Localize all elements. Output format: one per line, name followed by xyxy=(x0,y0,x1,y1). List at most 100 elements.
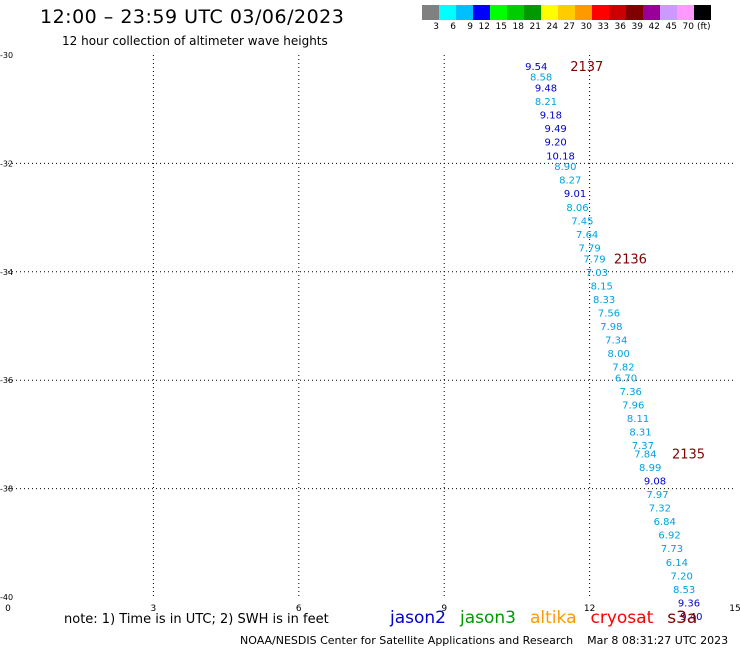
pass-annotations: 2137 2136 2135 xyxy=(570,60,705,463)
scale-label: 6 xyxy=(450,22,456,32)
x-tick-label: 15 xyxy=(729,604,740,614)
scale-label: 15 xyxy=(495,22,507,32)
data-label: 7.45 xyxy=(571,216,593,227)
scale-swatch xyxy=(558,5,575,20)
data-label: 8.21 xyxy=(535,97,557,108)
y-tick-label: -32 xyxy=(0,159,13,168)
timestamp-text: Mar 8 08:31:27 UTC 2023 xyxy=(587,634,729,647)
y-tick-label: -36 xyxy=(0,376,13,385)
page-subtitle: 12 hour collection of altimeter wave hei… xyxy=(62,34,328,48)
data-label: 8.11 xyxy=(627,414,649,425)
scale-label: 42 xyxy=(648,22,660,32)
scale-label: 18 xyxy=(512,22,524,32)
scale-label: 39 xyxy=(631,22,643,32)
satellite-s3a: s3a xyxy=(667,608,698,628)
pass-annotation: 2137 xyxy=(570,60,603,75)
data-label: 7.36 xyxy=(620,387,642,398)
data-label: 6.92 xyxy=(658,531,680,542)
y-tick-label: -34 xyxy=(0,268,13,277)
credit-text: NOAA/NESDIS Center for Satellite Applica… xyxy=(240,634,574,647)
scale-swatch xyxy=(660,5,677,20)
pass-annotation: 2135 xyxy=(672,447,705,462)
footer-note: note: 1) Time is in UTC; 2) SWH is in fe… xyxy=(64,612,329,627)
data-label: 10.18 xyxy=(546,151,575,162)
page-title: 12:00 – 23:59 UTC 03/06/2023 xyxy=(40,6,345,28)
scale-swatch xyxy=(592,5,609,20)
data-label: 9.20 xyxy=(545,138,567,149)
data-label: 8.53 xyxy=(673,585,695,596)
scale-label: 33 xyxy=(597,22,609,32)
data-label: 9.36 xyxy=(678,598,700,609)
data-label: 8.33 xyxy=(593,295,615,306)
scale-swatch xyxy=(643,5,660,20)
scale-swatch xyxy=(609,5,626,20)
satellite-legend: jason2 jason3 altika cryosat s3a xyxy=(390,608,711,628)
scale-swatch xyxy=(422,5,439,20)
data-label: 8.90 xyxy=(554,162,576,173)
data-label: 7.79 xyxy=(583,254,605,265)
data-label: 6.70 xyxy=(615,373,637,384)
y-tick-label: -38 xyxy=(0,485,13,494)
satellite-jason2: jason2 xyxy=(390,608,446,628)
scale-label: 30 xyxy=(580,22,592,32)
data-label: 9.01 xyxy=(564,189,586,200)
scale-swatch xyxy=(490,5,507,20)
data-label: 7.64 xyxy=(576,230,598,241)
satellite-jason3: jason3 xyxy=(460,608,516,628)
data-label: 9.49 xyxy=(545,124,567,135)
data-label: 6.14 xyxy=(666,558,688,569)
data-label: 7.03 xyxy=(586,268,608,279)
color-scale-legend xyxy=(422,5,711,20)
y-tick-label: -30 xyxy=(0,51,13,60)
x-tick-label: 9 xyxy=(441,604,447,614)
data-label: 7.97 xyxy=(646,490,668,501)
footer-credit: NOAA/NESDIS Center for Satellite Applica… xyxy=(240,634,728,647)
scale-swatch xyxy=(677,5,694,20)
data-label: 9.40 xyxy=(680,612,702,623)
data-label: 6.84 xyxy=(654,517,676,528)
data-label: 7.20 xyxy=(671,571,693,582)
data-label: 7.73 xyxy=(661,544,683,555)
scale-swatch xyxy=(694,5,711,20)
data-label: 8.99 xyxy=(639,463,661,474)
scale-label: 3 xyxy=(433,22,439,32)
data-label: 9.54 xyxy=(525,62,547,73)
scale-label: 36 xyxy=(614,22,626,32)
data-label: 8.06 xyxy=(566,203,588,214)
scale-swatch xyxy=(507,5,524,20)
scale-label: 24 xyxy=(546,22,558,32)
data-label: 7.96 xyxy=(622,401,644,412)
scale-swatch xyxy=(456,5,473,20)
scale-swatch xyxy=(524,5,541,20)
color-scale-labels: 3 6 9 12 15 18 21 24 27 30 33 36 39 42 45 70 (ft) xyxy=(422,22,719,32)
data-label: 8.27 xyxy=(559,176,581,187)
data-label: 7.34 xyxy=(605,336,627,347)
scale-unit: (ft) xyxy=(697,22,711,32)
data-labels: 9.548.589.48 8.21 9.18 9.49 9.20 10.188.90 8.2… xyxy=(525,62,702,623)
data-label: 8.00 xyxy=(608,349,630,360)
data-label: 7.84 xyxy=(634,449,656,460)
axis-ticks: 0 3 6 9 12 15 -30 -32 -34 -36 -38 -40 xyxy=(0,51,740,614)
scale-swatch xyxy=(473,5,490,20)
y-tick-label: -40 xyxy=(0,593,13,602)
x-tick-label: 12 xyxy=(584,604,595,614)
data-label: 7.32 xyxy=(649,504,671,515)
scale-label: 70 xyxy=(682,22,694,32)
scale-label: 21 xyxy=(529,22,541,32)
data-label: 9.48 xyxy=(535,84,557,95)
data-label: 8.58 xyxy=(530,73,552,84)
x-tick-label: 3 xyxy=(151,604,157,614)
data-label: 7.82 xyxy=(612,363,634,374)
data-label: 9.08 xyxy=(644,476,666,487)
satellite-altika: altika xyxy=(530,608,577,628)
x-tick-label: 6 xyxy=(296,604,302,614)
scale-swatch xyxy=(541,5,558,20)
scale-label: 12 xyxy=(478,22,490,32)
scale-swatch xyxy=(626,5,643,20)
scale-swatch xyxy=(575,5,592,20)
data-label: 8.15 xyxy=(591,281,613,292)
scale-label: 9 xyxy=(467,22,473,32)
data-label: 7.79 xyxy=(578,243,600,254)
